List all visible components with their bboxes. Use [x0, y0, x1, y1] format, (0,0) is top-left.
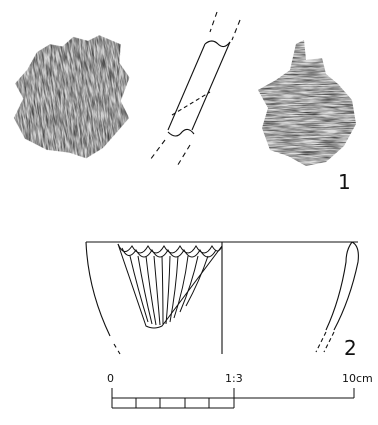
- figure-1-label: 1: [338, 170, 351, 194]
- sherd-1-photo-left: [13, 35, 130, 159]
- vessel-2-drawing: [85, 241, 359, 355]
- sherd-1-profile: [149, 11, 241, 169]
- scale-end-label: 10cm: [342, 372, 373, 385]
- scale-ratio-label: 1:3: [225, 372, 243, 385]
- scale-bar: [111, 388, 355, 409]
- figure-2-label: 2: [344, 336, 357, 360]
- sherd-1-photo-right: [258, 40, 356, 166]
- vessel-2-fluted-decoration: [117, 243, 223, 329]
- scale-start-label: 0: [107, 372, 114, 385]
